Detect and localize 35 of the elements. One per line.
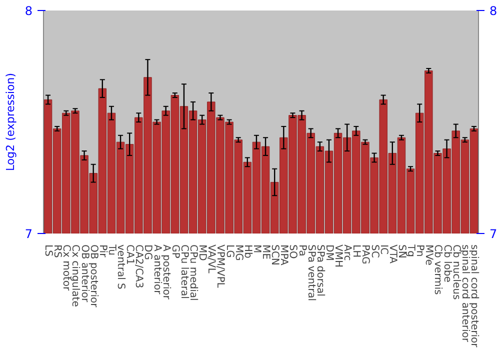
x-tick-label: VPM/VPL (214, 244, 226, 288)
x-tick-label: MVe (423, 244, 434, 266)
x-tick-label: Cb vermis (432, 244, 444, 295)
x-tick-label: Arc (342, 244, 353, 261)
x-tick-label: ventral S (115, 244, 126, 290)
x-tick-label: Cb lobe (441, 244, 452, 282)
x-tick-label: ME (260, 244, 272, 260)
x-tick-label: LH (350, 244, 362, 258)
x-tick-label: SC (368, 244, 380, 258)
x-tick-label: PAG (360, 244, 371, 264)
x-tick-label: A anterior (151, 244, 162, 296)
x-tick-label: spinal cord anterior (459, 244, 470, 343)
x-tick-label: SCN (269, 244, 280, 266)
y-axis-title: Log2 (expression) (4, 72, 17, 172)
y2-tick-label: 7 (490, 227, 498, 241)
y2-tick-label: 8 (490, 4, 498, 18)
x-tick-label: OB anterior (78, 244, 90, 303)
x-tick-label: Cx cingulate (70, 244, 81, 307)
x-tick-label: Cx motor (60, 244, 72, 292)
x-tick-label: CPu medial (188, 244, 199, 301)
x-tick-label: DG (142, 244, 154, 260)
x-tick-label: MPA (278, 244, 290, 266)
x-tick-label: RS (52, 244, 63, 258)
x-tick-label: MD (196, 244, 208, 262)
x-tick-label: LG (224, 244, 235, 258)
x-tick-label: LS (42, 244, 54, 256)
x-tick-label: VA/VL (206, 244, 217, 274)
x-tick-label: spinal cord posterior (468, 244, 480, 348)
x-tick-label: Tg (405, 244, 416, 257)
x-tick-label: VMH (332, 244, 344, 268)
x-tick-label: SO (287, 244, 298, 259)
x-tick-label: Pn (414, 244, 426, 257)
x-tick-label: CA2/CA3 (133, 244, 144, 288)
x-tick-label: Pa (296, 244, 308, 256)
x-tick-label: CA1 (124, 244, 136, 265)
